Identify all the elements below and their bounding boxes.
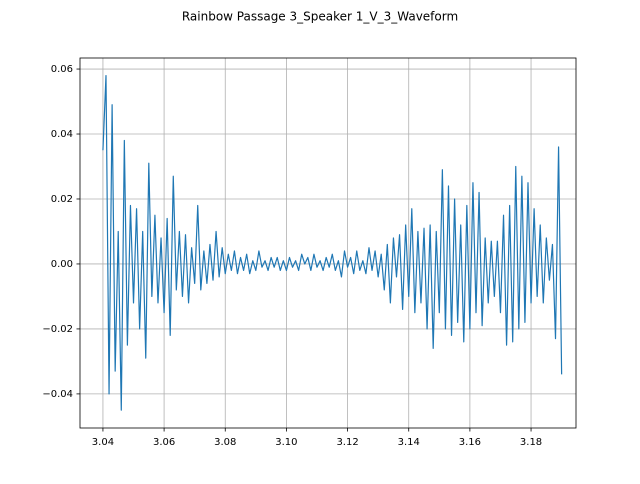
waveform-line [102,74,563,411]
y-tick-label: −0.02 [42,324,73,335]
x-tick-label: 3.04 [92,437,114,448]
y-tick-label: 0.06 [51,64,73,75]
y-tick-label: 0.00 [51,259,73,270]
plot-frame [79,57,577,429]
y-tick-label: 0.04 [51,129,73,140]
y-tick-label: −0.04 [42,389,73,400]
x-tick-label: 3.08 [214,437,236,448]
x-tick-label: 3.16 [459,437,481,448]
x-tick-label: 3.10 [275,437,297,448]
x-tick-label: 3.12 [336,437,358,448]
x-tick-label: 3.06 [153,437,175,448]
y-tick-label: 0.02 [51,194,73,205]
chart-title: Rainbow Passage 3_Speaker 1_V_3_Waveform [182,10,458,24]
x-tick-label: 3.18 [520,437,542,448]
x-tick-label: 3.14 [398,437,420,448]
